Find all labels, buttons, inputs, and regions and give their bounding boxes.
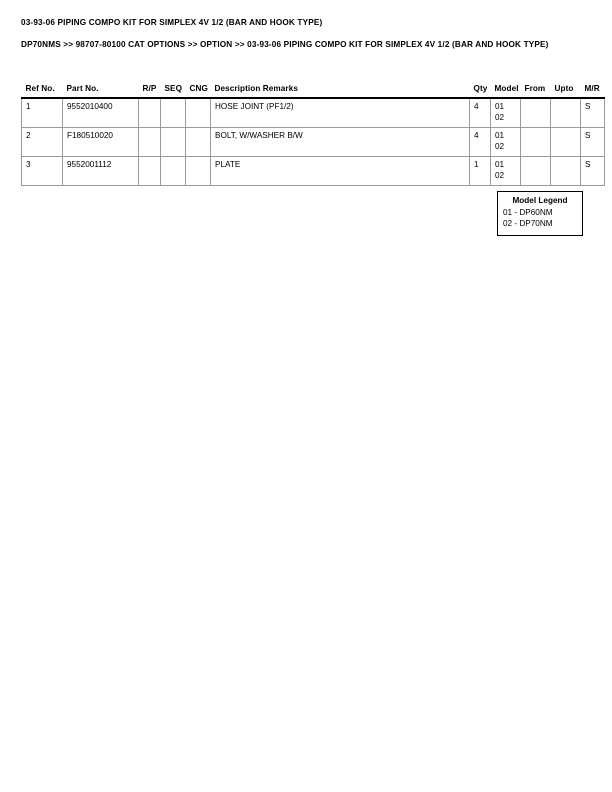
page-title: 03-93-06 PIPING COMPO KIT FOR SIMPLEX 4V… (21, 18, 323, 27)
cell-cng (185, 98, 211, 128)
table-row: 3 9552001112 PLATE 1 01 02 S (21, 156, 605, 186)
cell-part-no: 9552010400 (62, 98, 139, 128)
cell-rp (138, 156, 161, 186)
cell-rp (138, 98, 161, 128)
cell-qty: 1 (469, 156, 491, 186)
cell-model-line: 01 (495, 131, 505, 140)
cell-part-no: F180510020 (62, 127, 139, 157)
cell-from (520, 156, 551, 186)
cell-part-no: 9552001112 (62, 156, 139, 186)
parts-table: Ref No. Part No. R/P SEQ CNG Description… (21, 84, 605, 186)
cell-model-line: 01 (495, 160, 505, 169)
model-legend-item: 01 - DP60NM (503, 208, 553, 217)
cell-model: 01 02 (490, 127, 521, 157)
cell-mr: S (580, 98, 605, 128)
model-legend-box: Model Legend 01 - DP60NM 02 - DP70NM (497, 191, 583, 236)
table-row: 1 9552010400 HOSE JOINT (PF1/2) 4 01 02 … (21, 98, 605, 128)
column-header-qty: Qty (469, 84, 491, 99)
cell-description: BOLT, W/WASHER B/W (210, 127, 470, 157)
column-header-part-no: Part No. (62, 84, 139, 99)
table-row: 2 F180510020 BOLT, W/WASHER B/W 4 01 02 … (21, 127, 605, 157)
cell-upto (550, 156, 581, 186)
column-header-model: Model (490, 84, 521, 99)
cell-model: 01 02 (490, 98, 521, 128)
cell-description: PLATE (210, 156, 470, 186)
model-legend-item: 02 - DP70NM (503, 219, 553, 229)
cell-mr: S (580, 127, 605, 157)
cell-ref-no: 2 (21, 127, 63, 157)
column-header-description: Description Remarks (210, 84, 470, 99)
cell-model: 01 02 (490, 156, 521, 186)
cell-upto (550, 98, 581, 128)
cell-seq (160, 127, 186, 157)
cell-cng (185, 127, 211, 157)
column-header-from: From (520, 84, 551, 99)
cell-mr: S (580, 156, 605, 186)
column-header-seq: SEQ (160, 84, 186, 99)
column-header-upto: Upto (550, 84, 581, 99)
cell-model-line: 02 (495, 170, 505, 180)
cell-upto (550, 127, 581, 157)
cell-description: HOSE JOINT (PF1/2) (210, 98, 470, 128)
table-header: Ref No. Part No. R/P SEQ CNG Description… (21, 84, 605, 99)
cell-rp (138, 127, 161, 157)
cell-qty: 4 (469, 98, 491, 128)
cell-model-line: 02 (495, 112, 505, 122)
column-header-ref-no: Ref No. (21, 84, 63, 99)
cell-seq (160, 156, 186, 186)
cell-ref-no: 1 (21, 98, 63, 128)
breadcrumb: DP70NMS >> 98707-80100 CAT OPTIONS >> OP… (21, 40, 549, 49)
table-body: 1 9552010400 HOSE JOINT (PF1/2) 4 01 02 … (21, 98, 605, 186)
column-header-cng: CNG (185, 84, 211, 99)
cell-ref-no: 3 (21, 156, 63, 186)
cell-model-line: 01 (495, 102, 505, 111)
model-legend-title: Model Legend (512, 196, 568, 205)
column-header-mr: M/R (580, 84, 605, 99)
column-header-rp: R/P (138, 84, 161, 99)
cell-cng (185, 156, 211, 186)
cell-from (520, 98, 551, 128)
parts-table-container: Ref No. Part No. R/P SEQ CNG Description… (21, 84, 605, 186)
cell-model-line: 02 (495, 141, 505, 151)
cell-from (520, 127, 551, 157)
cell-seq (160, 98, 186, 128)
cell-qty: 4 (469, 127, 491, 157)
